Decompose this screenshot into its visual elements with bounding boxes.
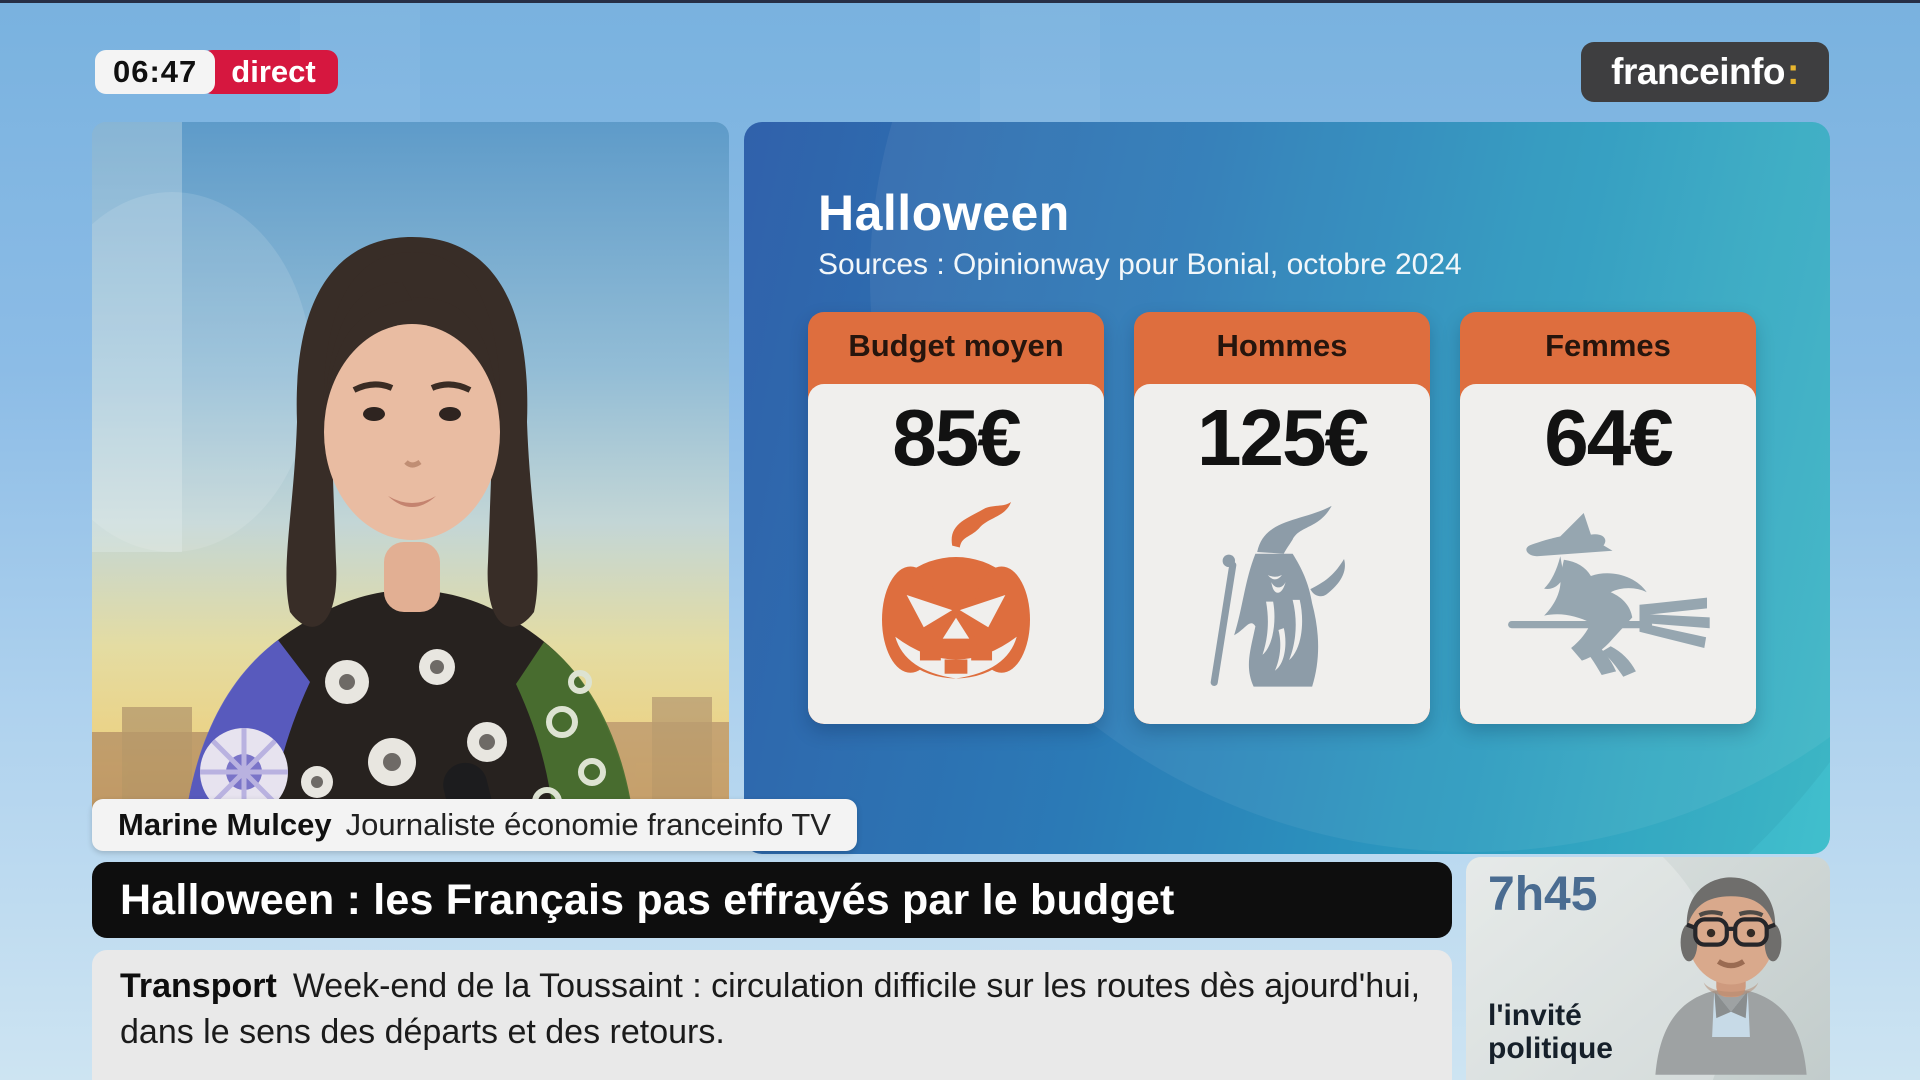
live-status-group: 06:47 direct — [95, 50, 338, 94]
live-badge-label: direct — [231, 54, 316, 89]
news-ticker: Transport Week-end de la Toussaint : circ… — [92, 950, 1452, 1080]
ticker-tag: Transport — [120, 967, 277, 1005]
clock-badge: 06:47 — [95, 50, 216, 94]
stat-card-budget-moyen: Budget moyen 85€ — [808, 312, 1104, 724]
headline-text: Halloween : les Français pas effrayés pa… — [120, 875, 1175, 924]
channel-logo-text: franceinfo — [1611, 51, 1786, 92]
speaker-name-plate: Marine Mulcey Journaliste économie franc… — [92, 799, 857, 851]
headline-bar: Halloween : les Français pas effrayés pa… — [92, 862, 1452, 938]
stat-card-label: Hommes — [1216, 328, 1348, 363]
upcoming-programme-card: 7h45 l'invité politique — [1466, 857, 1830, 1080]
stat-value: 125€ — [1197, 393, 1369, 482]
stat-card-body: 85€ — [808, 384, 1104, 724]
infographic-title: Halloween — [818, 185, 1070, 241]
stat-card-header: Femmes — [1460, 312, 1756, 400]
clock-time: 06:47 — [113, 54, 198, 89]
wizard-icon — [1192, 478, 1372, 724]
upcoming-time: 7h45 — [1488, 868, 1598, 921]
stat-value: 64€ — [1544, 393, 1673, 482]
stat-card-femmes: Femmes — [1460, 312, 1756, 724]
stat-cards-row: Budget moyen 85€ — [808, 312, 1756, 724]
live-badge: direct — [201, 50, 338, 94]
face-features — [352, 381, 472, 507]
journalist-illustration — [92, 122, 729, 851]
journalist-figure — [182, 237, 637, 851]
stat-card-body: 64€ — [1460, 384, 1756, 724]
frame-top-edge — [0, 0, 1920, 3]
pumpkin-icon — [861, 478, 1051, 724]
studio-video — [92, 122, 729, 851]
infographic-panel: Halloween Sources : Opinionway pour Boni… — [744, 122, 1830, 854]
guest-host-photo — [1626, 857, 1830, 1080]
stat-card-label: Femmes — [1545, 328, 1671, 363]
stat-card-hommes: Hommes 125€ — [1134, 312, 1430, 724]
channel-logo-colon: : — [1787, 51, 1799, 92]
speaker-role: Journaliste économie franceinfo TV — [345, 807, 831, 842]
speaker-name: Marine Mulcey — [118, 807, 332, 842]
stat-card-body: 125€ — [1134, 384, 1430, 724]
witch-icon — [1503, 478, 1713, 724]
stat-card-header: Budget moyen — [808, 312, 1104, 400]
upcoming-title: l'invité politique — [1488, 998, 1613, 1066]
sleeve-flower — [200, 728, 288, 816]
ticker-text: Week-end de la Toussaint : circulation d… — [120, 967, 1421, 1051]
stat-card-header: Hommes — [1134, 312, 1430, 400]
stat-value: 85€ — [892, 393, 1021, 482]
stat-card-label: Budget moyen — [848, 328, 1064, 363]
infographic-source: Sources : Opinionway pour Bonial, octobr… — [818, 248, 1462, 281]
channel-logo: franceinfo : — [1581, 42, 1829, 102]
